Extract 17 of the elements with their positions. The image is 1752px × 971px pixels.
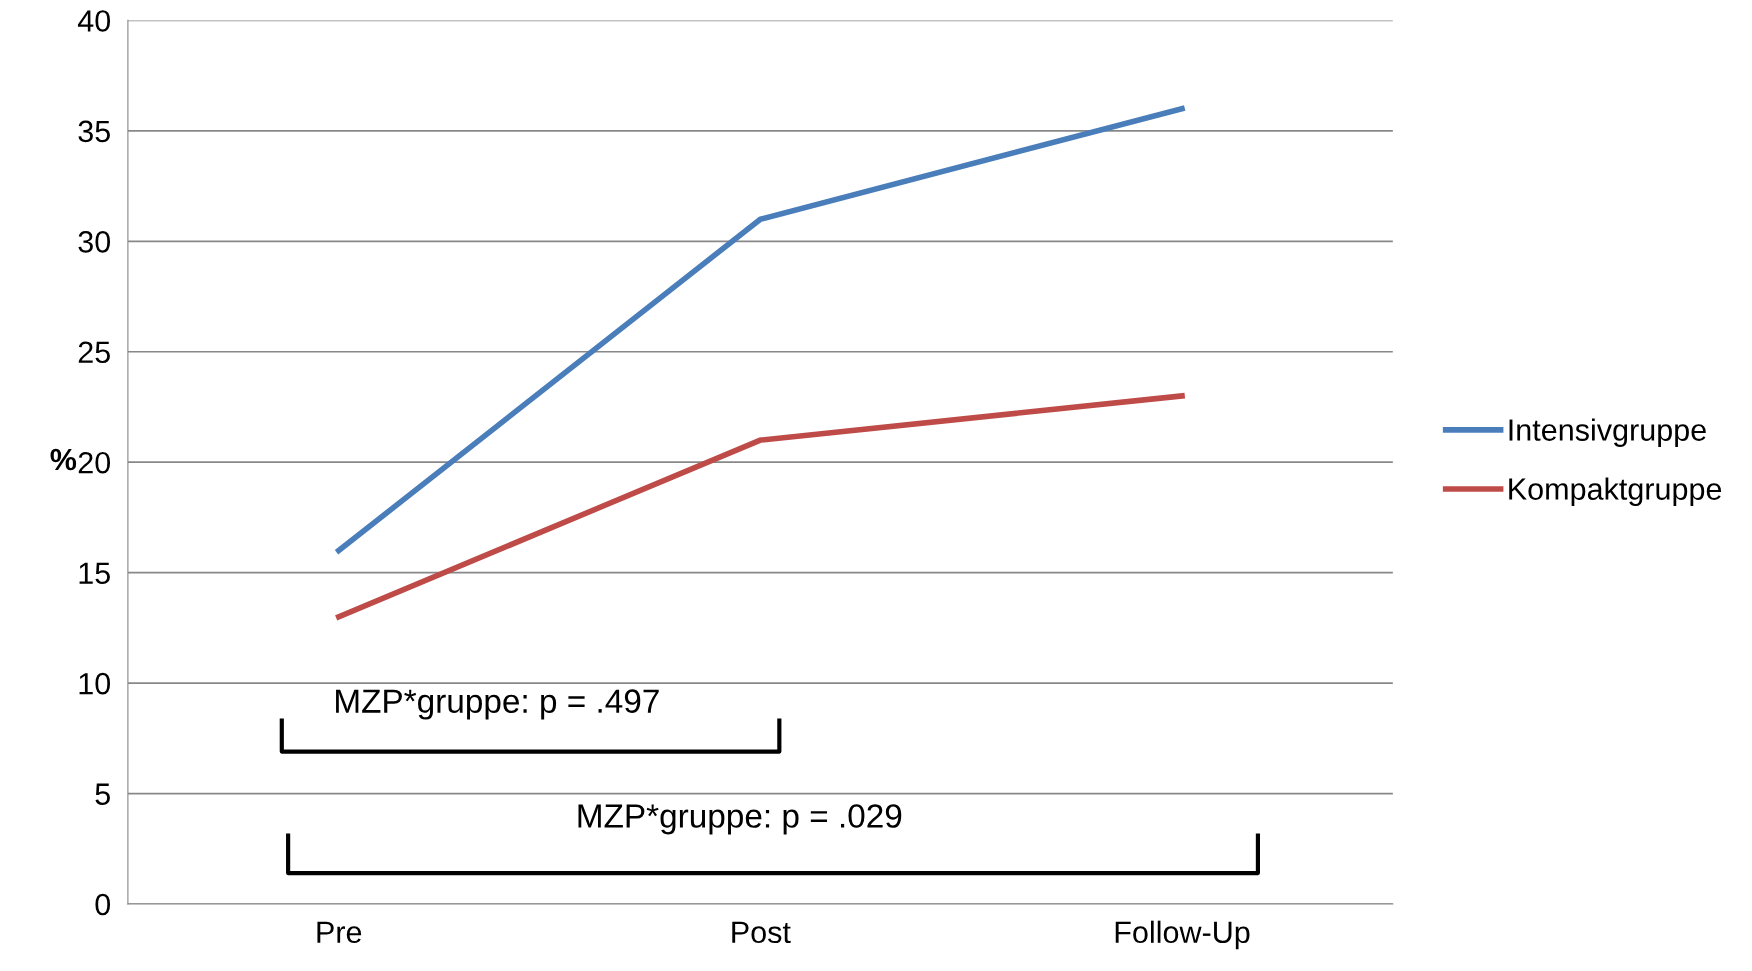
y-tick-label: 30 xyxy=(78,231,111,253)
y-tick-label: 15 xyxy=(79,562,110,585)
annotation: MZP*gruppe: p = .029 xyxy=(578,804,902,835)
x-tick-label: Post xyxy=(732,921,791,944)
y-tick-label: 10 xyxy=(79,672,111,695)
y-tick-label: 35 xyxy=(78,120,110,143)
y-tick-label: 0 xyxy=(95,893,111,916)
y-tick-label: 40 xyxy=(77,10,111,32)
x-tick-label: Pre xyxy=(317,921,362,944)
y-tick-label: 20 xyxy=(78,451,111,474)
y-tick-label: 5 xyxy=(95,783,110,805)
legend-label: Kompaktgruppe xyxy=(1509,477,1722,506)
annotation: MZP*gruppe: p = .497 xyxy=(336,689,659,720)
y-axis-title: % xyxy=(50,448,77,471)
legend-label: Intensivgruppe xyxy=(1509,418,1706,447)
y-tick-label: 25 xyxy=(78,341,110,364)
x-tick-label: Follow-Up xyxy=(1115,920,1250,950)
